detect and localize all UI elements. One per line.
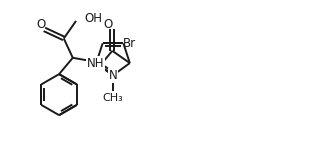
Text: O: O (103, 18, 113, 31)
Text: OH: OH (84, 12, 102, 25)
Text: N: N (109, 69, 117, 82)
Text: NH: NH (86, 57, 104, 70)
Text: O: O (37, 18, 46, 31)
Text: Br: Br (123, 37, 136, 50)
Text: CH₃: CH₃ (103, 93, 124, 103)
